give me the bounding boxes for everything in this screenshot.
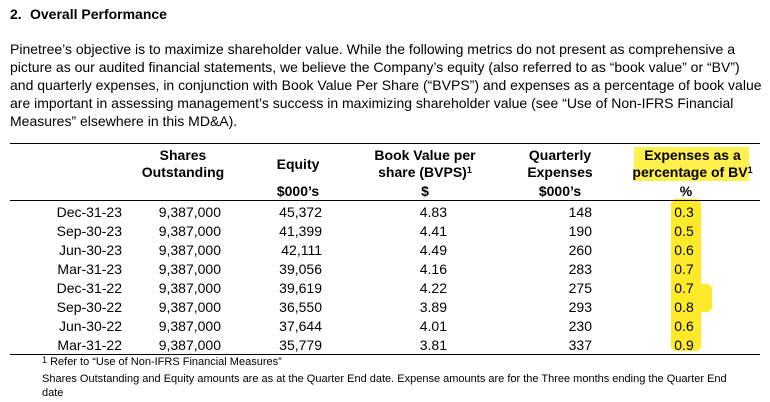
cell-percentage: 0.5 <box>674 223 694 239</box>
header-bvps-line1: Book Value per <box>374 147 476 163</box>
cell-shares: 9,387,000 <box>158 261 221 277</box>
cell-equity: 45,372 <box>279 204 322 220</box>
cell-percentage: 0.7 <box>674 261 694 277</box>
cell-bvps: 3.81 <box>419 337 447 353</box>
cell-bvps: 4.01 <box>419 318 447 334</box>
cell-shares: 9,387,000 <box>158 242 221 258</box>
cell-date: Jun-30-22 <box>58 318 122 334</box>
cell-equity: 36,550 <box>279 299 322 315</box>
header-shares: Shares Outstanding <box>128 147 238 181</box>
cell-shares: 9,387,000 <box>158 223 221 239</box>
cell-percentage: 0.9 <box>674 337 694 353</box>
cell-equity: 42,111 <box>281 242 322 258</box>
cell-expenses: 337 <box>568 337 592 353</box>
header-bottom-rule <box>10 200 760 201</box>
cell-expenses: 190 <box>568 223 592 239</box>
cell-percentage: 0.6 <box>674 242 694 258</box>
cell-expenses: 148 <box>568 204 592 220</box>
section-heading: 2. Overall Performance <box>10 6 167 22</box>
header-bvps-sup: 1 <box>466 165 472 175</box>
cell-bvps: 3.89 <box>419 299 447 315</box>
cell-equity: 39,619 <box>279 280 322 296</box>
cell-equity: 35,779 <box>279 337 322 353</box>
cell-expenses: 283 <box>568 261 592 277</box>
header-bvps: Book Value per share (BVPS)1 <box>360 147 490 181</box>
cell-shares: 9,387,000 <box>158 337 221 353</box>
cell-shares: 9,387,000 <box>158 204 221 220</box>
cell-shares: 9,387,000 <box>158 299 221 315</box>
cell-date: Sep-30-22 <box>56 299 122 315</box>
header-qexp-line1: Quarterly <box>528 147 592 163</box>
cell-expenses: 293 <box>568 299 592 315</box>
unit-bvps: $ <box>421 183 429 199</box>
cell-percentage: 0.3 <box>674 204 694 220</box>
unit-quarterly-expenses: $000’s <box>538 183 582 199</box>
cell-expenses: 260 <box>568 242 592 258</box>
cell-date: Dec-31-22 <box>56 280 122 296</box>
cell-shares: 9,387,000 <box>158 318 221 334</box>
cell-equity: 39,056 <box>279 261 322 277</box>
header-bvps-line2: share (BVPS) <box>378 164 467 180</box>
header-quarterly-expenses: Quarterly Expenses <box>510 147 610 181</box>
cell-date: Mar-31-23 <box>57 261 122 277</box>
cell-date: Jun-30-23 <box>58 242 122 258</box>
header-expenses-percentage: Expenses as a percentage of BV1 <box>625 147 760 181</box>
cell-percentage: 0.8 <box>674 299 694 315</box>
cell-expenses: 275 <box>568 280 592 296</box>
header-highlight <box>634 147 749 181</box>
header-equity: Equity <box>276 156 320 172</box>
cell-expenses: 230 <box>568 318 592 334</box>
header-pct-sup: 1 <box>747 165 753 175</box>
header-qexp-line2: Expenses <box>527 164 593 180</box>
cell-equity: 37,644 <box>279 318 322 334</box>
header-shares-line2: Outstanding <box>141 164 225 180</box>
table-note: Shares Outstanding and Equity amounts ar… <box>42 373 727 399</box>
section-number: 2. <box>10 6 22 22</box>
column-highlight-bulge <box>690 284 712 312</box>
cell-date: Dec-31-23 <box>56 204 122 220</box>
header-pct-line2: percentage of BV <box>632 164 748 180</box>
cell-percentage: 0.7 <box>674 280 694 296</box>
cell-equity: 41,399 <box>279 223 322 239</box>
footnote-text: Refer to “Use of Non-IFRS Financial Meas… <box>47 356 282 368</box>
footnote-sup: 1 <box>42 355 48 365</box>
cell-bvps: 4.16 <box>419 261 447 277</box>
footnote: 1 Refer to “Use of Non-IFRS Financial Me… <box>42 355 282 369</box>
cell-date: Sep-30-23 <box>56 223 122 239</box>
cell-date: Mar-31-22 <box>57 337 122 353</box>
cell-bvps: 4.41 <box>419 223 447 239</box>
section-title: Overall Performance <box>30 6 167 22</box>
table-top-rule <box>10 143 760 144</box>
column-highlight <box>671 199 701 351</box>
cell-shares: 9,387,000 <box>158 280 221 296</box>
unit-percentage: % <box>679 183 693 199</box>
cell-bvps: 4.22 <box>419 280 447 296</box>
table-bottom-rule <box>10 354 760 355</box>
cell-bvps: 4.83 <box>419 204 447 220</box>
intro-paragraph: Pinetree’s objective is to maximize shar… <box>10 41 762 129</box>
cell-bvps: 4.49 <box>419 242 447 258</box>
header-shares-line1: Shares <box>159 147 207 163</box>
header-pct-line1: Expenses as a <box>644 147 741 163</box>
unit-equity: $000’s <box>276 183 320 199</box>
cell-percentage: 0.6 <box>674 318 694 334</box>
